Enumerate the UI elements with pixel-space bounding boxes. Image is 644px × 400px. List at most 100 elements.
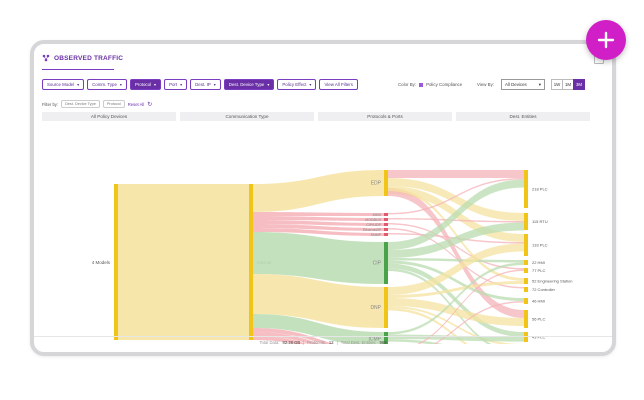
node-protocol	[384, 223, 388, 226]
node-protocol	[384, 332, 388, 344]
column-header-protocols: Protocols & Ports	[318, 112, 452, 121]
color-by-value: Policy Compliance	[426, 82, 463, 87]
node-protocol	[384, 287, 388, 328]
node-protocol	[384, 213, 388, 216]
protocol-label: ICMP	[369, 337, 382, 343]
dest-label: 43 PLC	[532, 335, 545, 340]
protocol-label: DNP	[370, 305, 381, 311]
dest-entities-label: Total Dest. Entities:	[340, 339, 377, 345]
column-header-dest-entities: Dest. Entities	[456, 112, 590, 121]
protocol-label: MMS	[373, 213, 382, 217]
view-by-select[interactable]: All Devices ▾	[501, 79, 545, 90]
filter-by-label: Filter by:	[42, 101, 59, 107]
node-dest	[524, 332, 528, 342]
flow-comm-protocol	[253, 228, 384, 236]
protocol-label: Ethernet/IP	[363, 228, 382, 232]
protocol-label: CIP	[373, 261, 382, 267]
total-data-value: 82.28 GB	[282, 339, 301, 345]
dropdown-port[interactable]: Port ▾	[164, 79, 188, 90]
node-source	[114, 184, 118, 340]
dropdown-dest-ip[interactable]: Dest. IP ▾	[190, 79, 221, 90]
dest-label: 218 PLC	[532, 187, 548, 192]
flow-protocol-dest	[388, 260, 524, 301]
flow-protocol-dest	[388, 188, 524, 318]
dropdown-comm-type[interactable]: Comm. Type ▾	[87, 79, 127, 90]
time-range-3m[interactable]: 3M	[573, 79, 585, 90]
view-all-filters-button[interactable]: View All Filters	[319, 79, 358, 90]
chevron-down-icon: ▾	[309, 82, 312, 87]
summary-footer: Total Data: 82.28 GB | Protocols: 12 | T…	[34, 336, 612, 347]
node-dest	[524, 213, 528, 230]
chevron-down-icon: ▾	[154, 82, 157, 87]
flow-protocol-dest	[388, 339, 443, 344]
flow-protocol-dest	[388, 262, 524, 335]
reset-icon[interactable]: ↻	[147, 101, 153, 108]
node-dest	[524, 260, 528, 265]
flow-protocol-dest	[388, 298, 524, 326]
flow-comm-protocol	[253, 336, 308, 344]
flow-protocol-dest	[388, 258, 524, 263]
flow-comm-protocol	[253, 274, 384, 328]
flow-source-comm	[118, 184, 249, 340]
plus-icon	[597, 31, 615, 49]
node-protocol	[384, 233, 388, 236]
reset-all-link[interactable]: Reset All	[127, 101, 145, 107]
source-label: 4 Models	[92, 260, 111, 265]
flow-protocol-dest	[388, 170, 524, 178]
dropdown-source-model[interactable]: Source Model ▾	[42, 79, 85, 90]
dest-label: 77 PLC	[532, 268, 545, 273]
dest-label: 46 HMI	[532, 299, 545, 304]
flow-protocol-dest	[388, 178, 524, 221]
flow-protocol-dest	[433, 301, 524, 344]
dropdown-policy-effect[interactable]: Policy Effect ▾	[277, 79, 317, 90]
node-dest	[524, 234, 528, 256]
protocols-label: Protocols:	[307, 339, 326, 345]
add-button[interactable]	[586, 20, 626, 60]
chevron-down-icon: ▾	[213, 82, 216, 87]
flow-protocol-dest	[388, 223, 524, 270]
view-by-label: View By:	[477, 82, 495, 87]
flow-protocol-dest	[388, 243, 524, 295]
flow-comm-protocol	[253, 170, 384, 212]
flow-protocol-dest	[388, 222, 524, 258]
color-by-control[interactable]: Color By: Policy Compliance	[398, 82, 462, 87]
protocol-label: SNMP	[371, 233, 382, 237]
color-by-label: Color By:	[398, 82, 417, 87]
node-dest	[524, 278, 528, 284]
dest-entities-value: 969	[379, 339, 387, 345]
dropdown-dest-device-type[interactable]: Dest. Device Type ▾	[223, 79, 275, 90]
flow-protocol-dest	[388, 228, 524, 289]
legend-swatch	[419, 82, 424, 87]
dest-label: 56 PLC	[532, 317, 545, 322]
dest-label: 29 PLC	[532, 344, 545, 345]
flow-protocol-dest	[388, 281, 524, 298]
node-protocol	[384, 170, 388, 196]
total-data-label: Total Data:	[259, 339, 280, 345]
flow-comm-protocol	[253, 328, 335, 344]
flow-comm-protocol	[253, 232, 384, 284]
flow-protocol-dest	[388, 188, 524, 281]
protocol-label: EDP	[371, 181, 382, 187]
node-dest	[524, 268, 528, 273]
flow-comm-protocol	[253, 216, 384, 221]
filter-toolbar: Source Model ▾ Comm. Type ▾ Protocol ▾ Port…	[42, 79, 358, 90]
flow-protocol-dest	[388, 178, 524, 215]
flow-protocol-dest	[388, 263, 524, 337]
dest-label: 115 RTU	[532, 219, 548, 224]
filter-chip-dest-device-type[interactable]: Dest. Device Type	[61, 100, 100, 108]
active-filters: Filter by: Dest. Device Type Protocol Re…	[42, 100, 152, 108]
protocol-label: CIP/UDP	[366, 223, 381, 227]
flow-protocol-dest	[388, 306, 524, 344]
chevron-down-icon: ▾	[77, 82, 80, 87]
chevron-down-icon: ▾	[180, 82, 183, 87]
node-dest	[524, 170, 528, 208]
flow-comm-protocol	[253, 224, 384, 231]
flow-protocol-dest	[416, 269, 524, 344]
node-dest	[524, 298, 528, 304]
panel-title-text: OBSERVED TRAFFIC	[54, 54, 124, 62]
protocols-value: 12	[328, 339, 334, 345]
node-comm	[249, 184, 253, 340]
node-dest	[524, 287, 528, 292]
filter-chip-protocol[interactable]: Protocol	[102, 100, 125, 108]
dropdown-protocol[interactable]: Protocol ▾	[129, 79, 162, 90]
